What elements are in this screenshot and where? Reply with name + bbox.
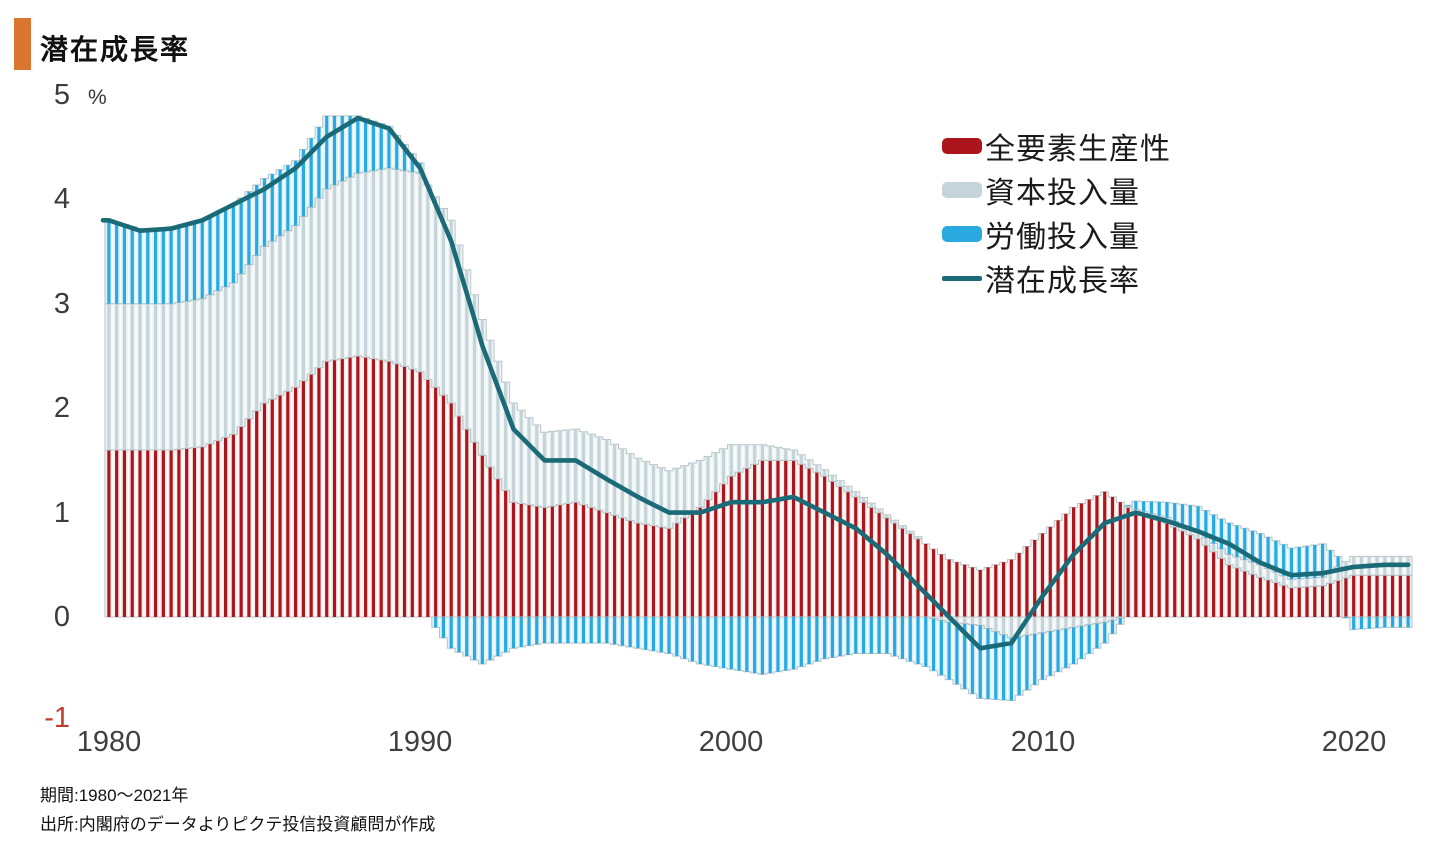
y-axis-tick-2: 2 bbox=[53, 392, 70, 424]
legend-item-potential-growth: 潜在成長率 bbox=[942, 256, 1171, 300]
legend-item-capital: 資本投入量 bbox=[942, 168, 1171, 212]
y-axis-tick-1: 1 bbox=[53, 497, 70, 529]
x-axis-tick-2020: 2020 bbox=[1321, 726, 1387, 758]
x-axis-tick-1990: 1990 bbox=[387, 726, 453, 758]
x-axis-tick-2000: 2000 bbox=[698, 726, 764, 758]
y-axis-tick-neg1: -1 bbox=[44, 702, 70, 734]
page-title: 潜在成長率 bbox=[40, 34, 191, 65]
y-axis-tick-4: 4 bbox=[53, 183, 70, 215]
y-axis-tick-3: 3 bbox=[53, 288, 70, 320]
legend-item-tfp: 全要素生産性 bbox=[942, 124, 1171, 168]
potential-growth-line-swatch-icon bbox=[942, 275, 982, 281]
chart-legend: 全要素生産性 資本投入量 労働投入量 潜在成長率 bbox=[942, 124, 1171, 300]
legend-label: 全要素生産性 bbox=[985, 133, 1171, 166]
legend-label: 資本投入量 bbox=[985, 177, 1140, 210]
capital-swatch-icon bbox=[942, 182, 982, 198]
series-1-bars bbox=[104, 167, 1413, 639]
legend-item-labor: 労働投入量 bbox=[942, 212, 1171, 256]
legend-label: 潜在成長率 bbox=[985, 265, 1140, 298]
series-0-bars bbox=[104, 355, 1413, 618]
x-axis-tick-2010: 2010 bbox=[1010, 726, 1076, 758]
footer-period: 期間:1980〜2021年 bbox=[40, 786, 189, 805]
y-axis-unit-label: % bbox=[88, 86, 107, 109]
legend-label: 労働投入量 bbox=[985, 221, 1140, 254]
y-axis-tick-0: 0 bbox=[53, 601, 70, 633]
x-axis-tick-1980: 1980 bbox=[76, 726, 142, 758]
potential-growth-line bbox=[100, 115, 1411, 651]
series-2-bars bbox=[104, 115, 1413, 701]
footer-source: 出所:内閣府のデータよりピクテ投信投資顧問が作成 bbox=[40, 815, 436, 834]
tfp-swatch-icon bbox=[942, 138, 982, 154]
y-axis-tick-5: 5 bbox=[53, 79, 70, 111]
title-accent-bar bbox=[14, 18, 31, 70]
labor-swatch-icon bbox=[942, 226, 982, 242]
